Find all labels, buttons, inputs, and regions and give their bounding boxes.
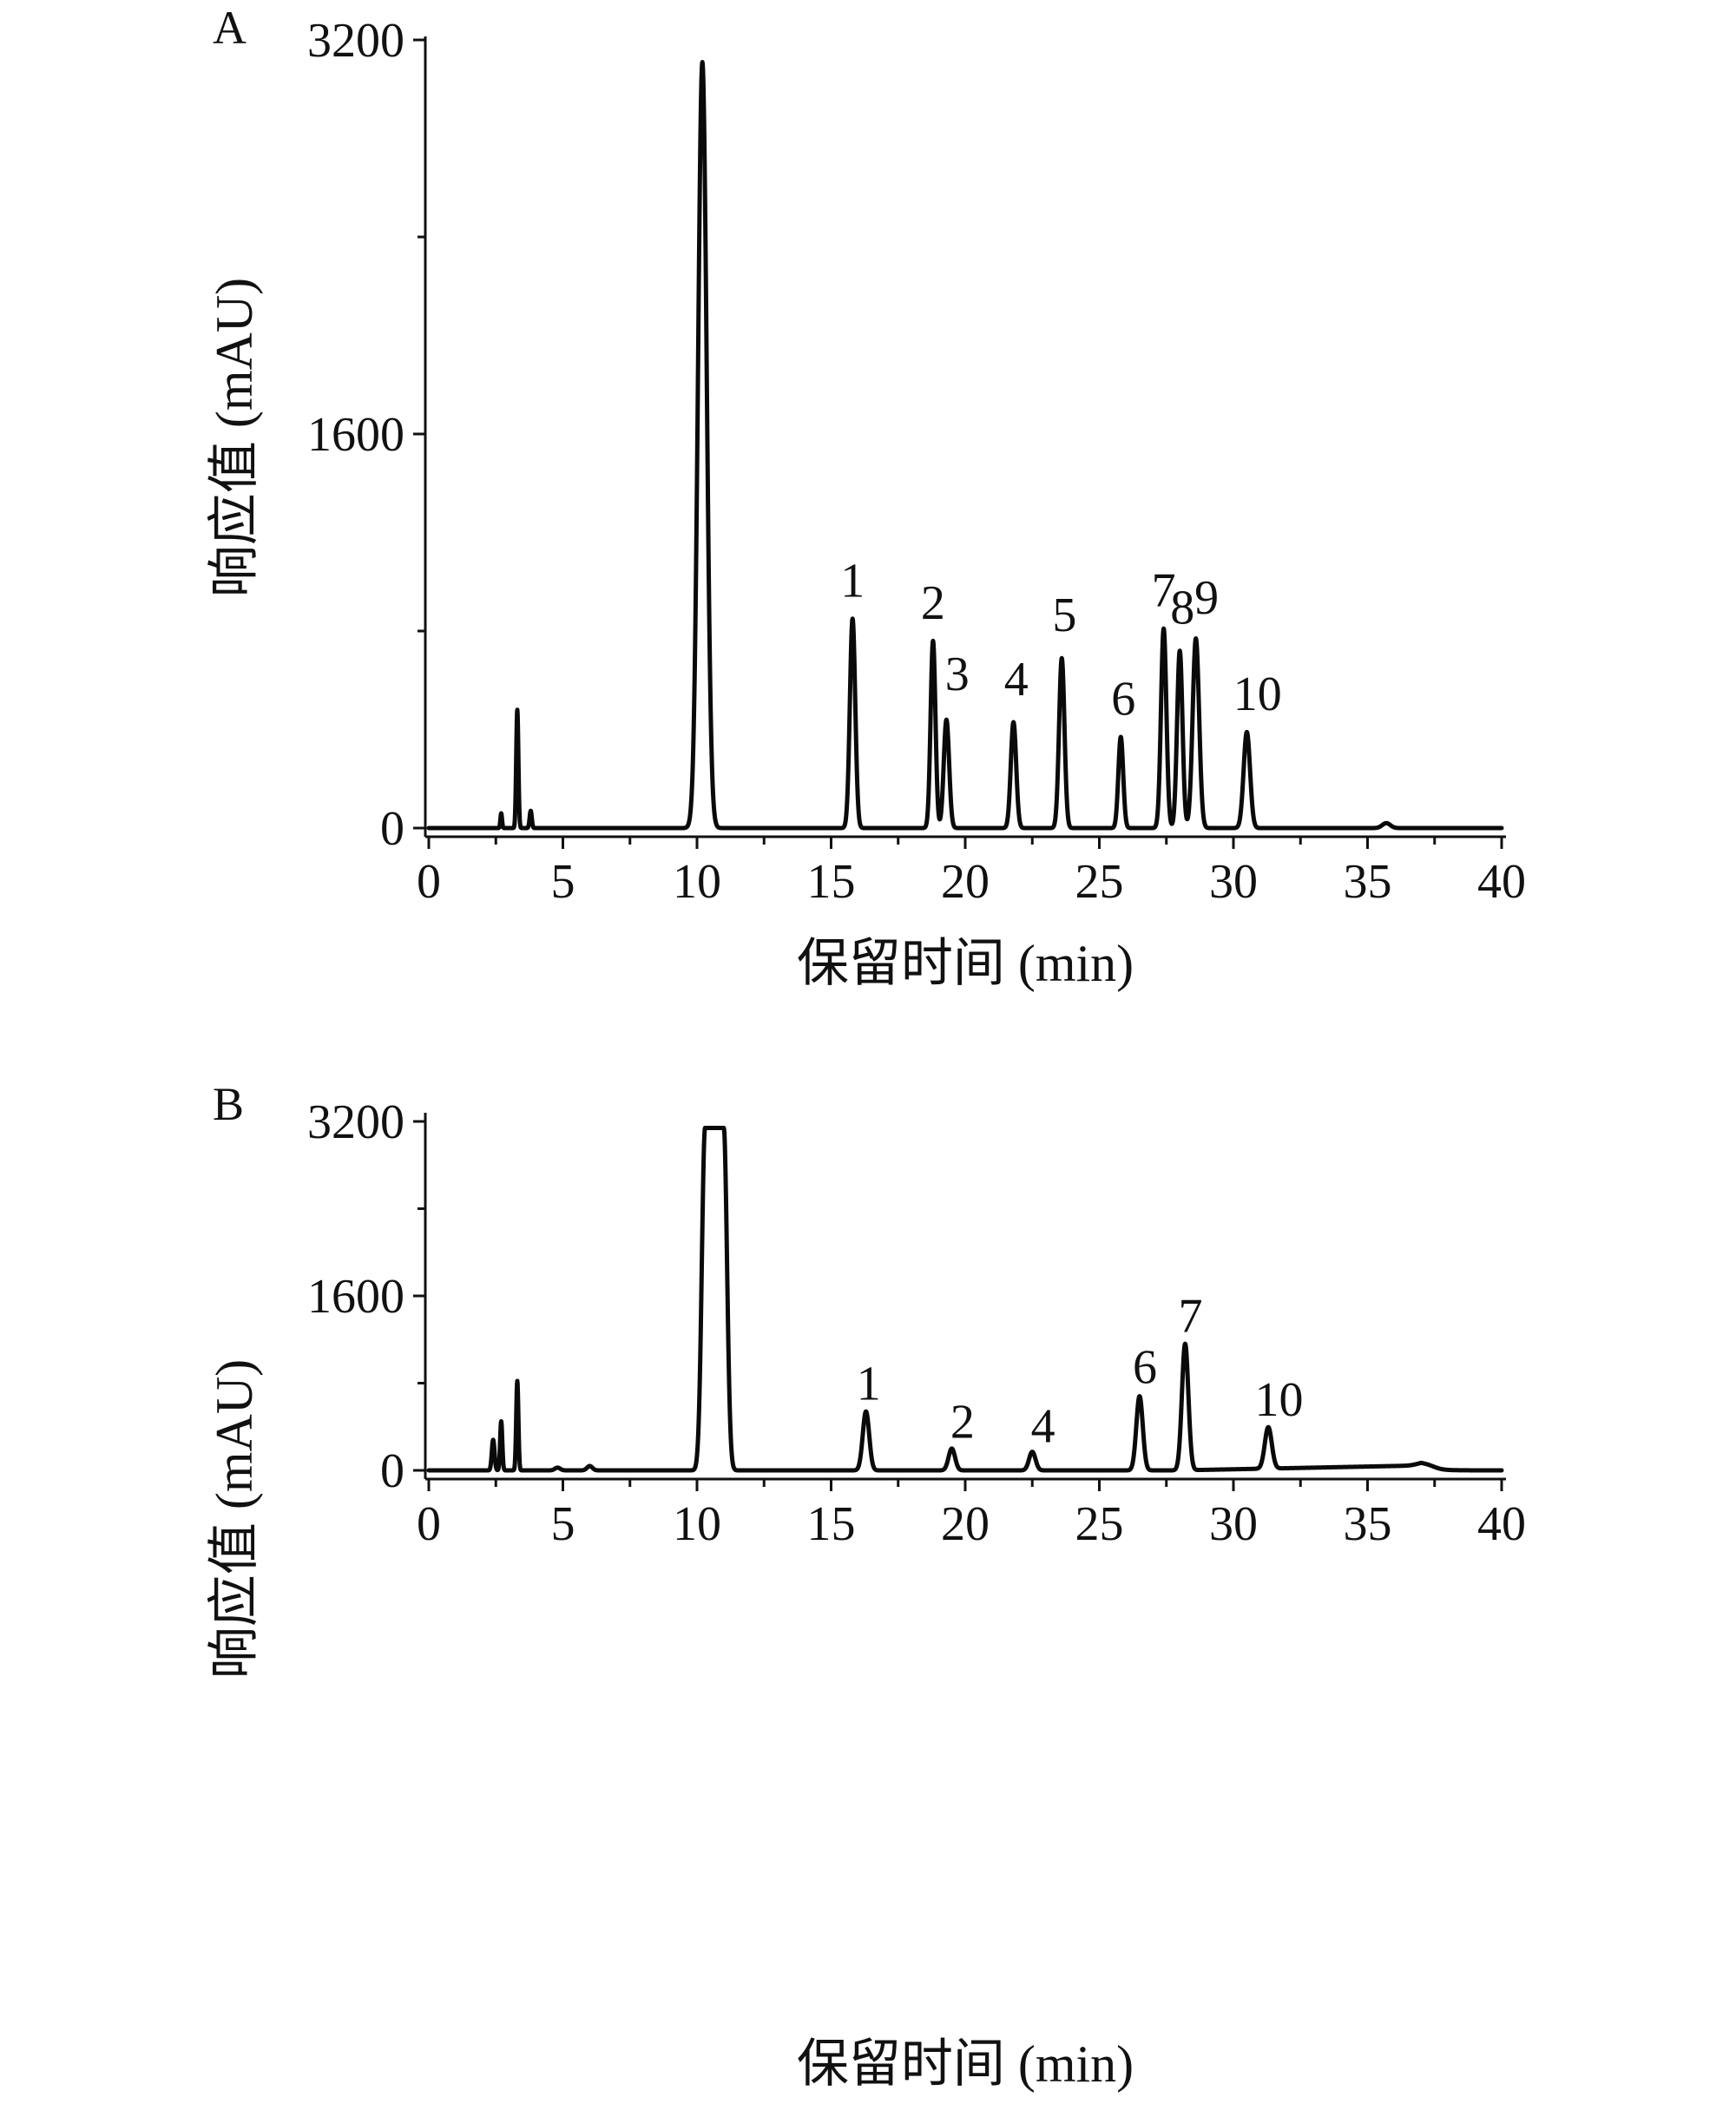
- panel-a-x-tick-label: 0: [417, 855, 441, 909]
- panel-a-x-tick-label: 15: [807, 855, 856, 909]
- panel-b-y-axis-label: 响应值 (mAU): [206, 1359, 263, 1679]
- panel-a-peak-label: 5: [1052, 588, 1076, 642]
- panel-a-x-axis-label: 保留时间 (min): [797, 935, 1134, 992]
- panel-a-x-tick-label: 5: [551, 855, 575, 909]
- panel-b-x-tick-label: 15: [807, 1497, 856, 1551]
- panel-a-x-tick-label: 25: [1075, 855, 1124, 909]
- panel-b-x-axis-label: 保留时间 (min): [797, 2035, 1134, 2093]
- panel-a-y-axis-label: 响应值 (mAU): [206, 278, 263, 597]
- panel-b-x-tick-label: 10: [673, 1497, 721, 1551]
- panel-b-y-tick-label: 3200: [307, 1095, 404, 1149]
- panel-a-y-tick-label: 1600: [307, 408, 404, 462]
- panel-a-x-tick-label: 30: [1209, 855, 1258, 909]
- panel-b-peak-label: 7: [1179, 1289, 1203, 1343]
- panel-a-x-tick-label: 35: [1344, 855, 1392, 909]
- panel-a-peak-label: 7: [1152, 564, 1176, 618]
- panel-b-x-tick-label: 20: [941, 1497, 990, 1551]
- panel-a-x-ticks: 0 5 10 15 20 25 30 35 40: [417, 837, 1526, 909]
- panel-a-letter: A: [213, 2, 247, 54]
- panel-b-x-tick-label: 35: [1344, 1497, 1392, 1551]
- panel-b-x-tick-label: 25: [1075, 1497, 1124, 1551]
- panel-a-trace: [426, 60, 1504, 831]
- panel-b-y-ticks: 0 1600 3200: [307, 1095, 425, 1498]
- panel-b-x-tick-label: 0: [417, 1497, 441, 1551]
- panel-a-y-tick-label: 3200: [307, 14, 404, 68]
- panel-a-peak-label: 8: [1170, 581, 1194, 634]
- panel-b-x-ticks: 0 5 10 15 20 25 30 35 40: [417, 1479, 1526, 1551]
- panel-a-y-tick-label: 0: [380, 802, 404, 856]
- panel-a-peak-label: 6: [1111, 672, 1135, 726]
- panel-b-y-tick-label: 0: [380, 1444, 404, 1498]
- panel-b-peak-labels: 1 2 4 67 10: [857, 1289, 1304, 1453]
- panel-b-x-tick-label: 40: [1477, 1497, 1526, 1551]
- panel-a-y-ticks: 0 1600 3200: [307, 14, 425, 856]
- panel-a-x-tick-label: 40: [1477, 855, 1526, 909]
- panel-a-peak-label: 9: [1194, 571, 1219, 625]
- panel-a-peak-label: 2: [921, 576, 945, 630]
- panel-a-x-tick-label: 10: [673, 855, 721, 909]
- panel-b-peak-label: 4: [1031, 1399, 1055, 1453]
- panel-b-peak-label: 6: [1133, 1341, 1157, 1395]
- panel-a-peak-label: 10: [1233, 667, 1282, 721]
- panel-b-y-tick-label: 1600: [307, 1270, 404, 1324]
- panel-b-letter: B: [213, 1078, 244, 1130]
- panel-b-peak-label: 1: [857, 1357, 881, 1410]
- panel-a-peak-label: 4: [1004, 653, 1029, 707]
- panel-b-x-tick-label: 30: [1209, 1497, 1258, 1551]
- panel-a-x-tick-label: 20: [941, 855, 990, 909]
- panel-b-peak-label: 2: [950, 1395, 975, 1449]
- panel-a-peak-label: 1: [840, 554, 865, 608]
- panel-b-trace: [426, 1126, 1504, 1473]
- panel-b-peak-label: 10: [1255, 1373, 1304, 1427]
- panel-b: B 0 1600 3200 0 5 10 15 20 25 30 35 40 1 2 4 67 10 保留时…: [206, 1078, 1526, 2093]
- panel-a-peak-label: 3: [945, 648, 970, 701]
- panel-b-x-tick-label: 5: [551, 1497, 575, 1551]
